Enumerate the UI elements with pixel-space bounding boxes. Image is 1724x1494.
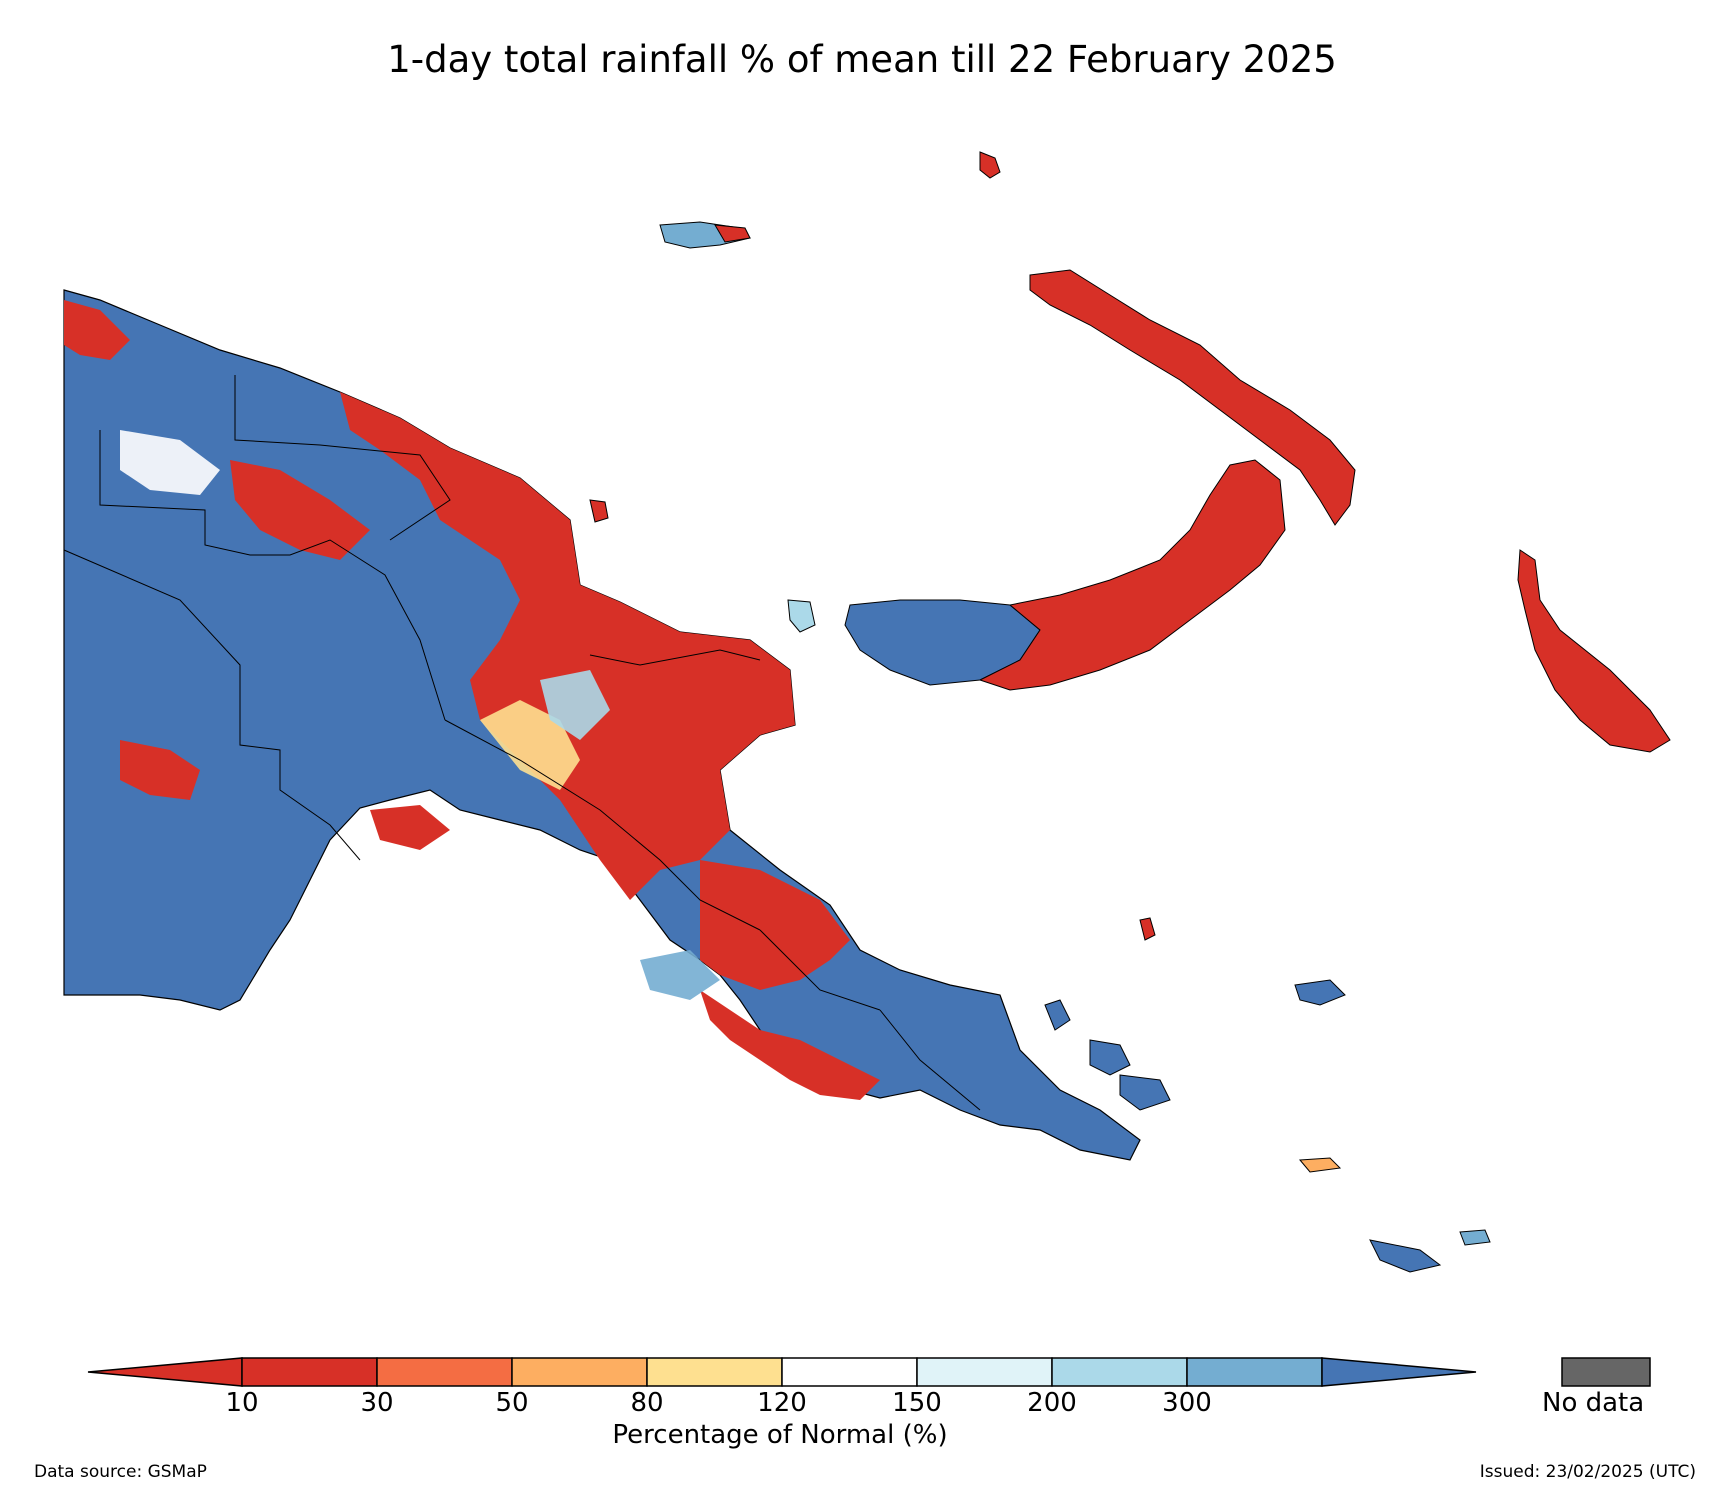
island-mussau: [979, 151, 1001, 179]
colorbar-tick-label: 50: [495, 1388, 529, 1418]
colorbar-bin-10: [241, 1357, 378, 1387]
colorbar-bin-120: [781, 1357, 918, 1387]
rain-deficit-highlands: [230, 460, 370, 560]
island-normanby: [1139, 917, 1156, 941]
data-source: Data source: GSMaP: [34, 1462, 207, 1482]
colorbar-tick-label: 120: [757, 1388, 807, 1418]
island-fergusson: [1119, 1074, 1171, 1111]
colorbar-tick-label: 150: [892, 1388, 942, 1418]
rain-deficit-south-east: [700, 990, 880, 1100]
colorbar-bin-150: [916, 1357, 1053, 1387]
border-sepik: [234, 375, 451, 541]
colorbar-bins: [241, 1357, 1323, 1387]
transition-band-3: [120, 430, 220, 495]
colorbar-bin-50: [511, 1357, 648, 1387]
colorbar-over-arrow: [1321, 1357, 1477, 1387]
rain-deficit-north: [340, 392, 795, 900]
border-central: [879, 1009, 981, 1111]
colorbar-bin-30: [376, 1357, 513, 1387]
transition-band-4: [640, 950, 720, 1000]
island-new-britain-east: [978, 459, 1286, 691]
border-southern: [63, 549, 361, 861]
island-karkar: [589, 499, 609, 523]
rain-deficit-central: [700, 860, 850, 990]
island-misima: [1298, 1157, 1342, 1173]
border-gulf: [444, 719, 761, 931]
island-woodlark: [1294, 979, 1346, 1006]
rain-deficit-southwest: [120, 740, 200, 800]
island-manus-east: [714, 224, 751, 243]
colorbar-bin-200: [1051, 1357, 1188, 1387]
colorbar-bin-80: [646, 1357, 783, 1387]
colorbar-under-arrow: [87, 1357, 243, 1387]
border-northern: [759, 929, 881, 1011]
colorbar-tick-label: 10: [225, 1388, 259, 1418]
island-sudest: [1459, 1229, 1491, 1246]
rain-deficit-west: [64, 300, 130, 360]
colorbar: [87, 1357, 1477, 1387]
island-trobriand: [1044, 999, 1071, 1031]
colorbar-tick-label: 80: [630, 1388, 664, 1418]
border-morobe: [589, 649, 761, 666]
island-rossel: [1369, 1239, 1442, 1273]
islands: [589, 151, 1671, 1273]
island-new-ireland: [1029, 269, 1356, 526]
issued-date: Issued: 23/02/2025 (UTC): [1479, 1462, 1696, 1482]
island-goodenough: [1089, 1039, 1131, 1076]
colorbar-tick-label: 30: [360, 1388, 394, 1418]
transition-band-2: [540, 670, 610, 740]
island-umboi: [787, 599, 816, 633]
colorbar-title: Percentage of Normal (%): [612, 1420, 948, 1450]
mainland: [63, 289, 1141, 1161]
map-title: 1-day total rainfall % of mean till 22 F…: [387, 38, 1337, 81]
colorbar-tick-label: 300: [1162, 1388, 1212, 1418]
rain-deficit-fly: [370, 805, 450, 850]
border-west: [99, 430, 446, 721]
province-borders: [63, 375, 981, 1111]
nodata-swatch: [1561, 1357, 1651, 1387]
island-bougainville: [1517, 549, 1671, 753]
nodata-label: No data: [1542, 1388, 1645, 1418]
colorbar-tick-label: 200: [1027, 1388, 1077, 1418]
colorbar-bin-300: [1186, 1357, 1323, 1387]
